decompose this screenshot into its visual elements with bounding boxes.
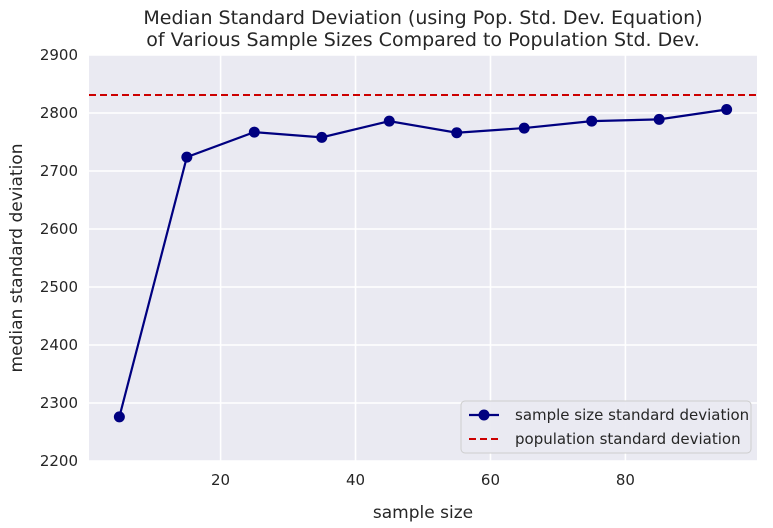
gridlines [89, 54, 757, 462]
y-tick-label: 2800 [40, 104, 78, 122]
x-tick-labels: 20 40 60 80 [211, 471, 635, 489]
data-series [113, 104, 733, 423]
legend-entry-population: population standard deviation [515, 430, 741, 448]
legend: sample size standard deviation population… [460, 400, 752, 454]
y-tick-label: 2700 [40, 162, 78, 180]
data-point [518, 122, 530, 134]
y-tick-label: 2200 [40, 452, 78, 470]
legend-box [460, 400, 752, 454]
x-tick-label: 80 [616, 471, 635, 489]
chart-title-line: of Various Sample Sizes Compared to Popu… [146, 29, 699, 51]
data-point [586, 115, 598, 127]
chart-title: Median Standard Deviation (using Pop. St… [143, 7, 702, 51]
data-point [383, 115, 395, 127]
chart-title-line: Median Standard Deviation (using Pop. St… [143, 7, 702, 29]
data-point [451, 127, 463, 139]
x-axis-label: sample size [373, 503, 473, 523]
y-tick-label: 2400 [40, 336, 78, 354]
y-tick-label: 2600 [40, 220, 78, 238]
data-point [248, 126, 260, 138]
data-point [113, 411, 125, 423]
data-point [316, 131, 328, 143]
y-tick-label: 2300 [40, 394, 78, 412]
y-tick-label: 2900 [40, 46, 78, 64]
legend-series-marker [478, 409, 490, 421]
y-axis-label: median standard deviation [7, 144, 27, 373]
x-tick-label: 20 [211, 471, 230, 489]
plot-area [89, 55, 757, 461]
x-tick-label: 60 [481, 471, 500, 489]
y-tick-label: 2500 [40, 278, 78, 296]
series-line [118, 108, 727, 418]
data-point [181, 151, 193, 163]
legend-entry-sample-size: sample size standard deviation [515, 406, 749, 424]
data-point [721, 104, 733, 116]
y-tick-labels: 2200 2300 2400 2500 2600 2700 2800 2900 [40, 46, 78, 470]
data-point [653, 113, 665, 125]
x-tick-label: 40 [346, 471, 365, 489]
